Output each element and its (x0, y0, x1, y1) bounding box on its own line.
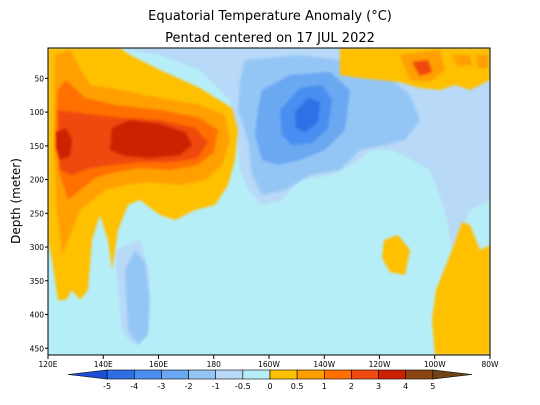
x-tick-label: 120W (369, 360, 391, 369)
warm-east-deep (432, 222, 490, 355)
y-axis: 50 100 150 200 250 300 350 400 450 (30, 74, 48, 353)
colorbar-segment (67, 369, 108, 380)
colorbar-label: -1 (212, 382, 220, 391)
colorbar-segment (432, 369, 473, 380)
x-tick-label: 160E (149, 360, 168, 369)
colorbar-segment (378, 369, 407, 380)
y-tick-label: 300 (30, 243, 45, 252)
colorbar-segment (296, 369, 325, 380)
warm-east-deep-2 (382, 235, 410, 275)
colorbar-segment (133, 369, 162, 380)
chart-title: Equatorial Temperature Anomaly (°C) (148, 9, 392, 24)
y-tick-label: 250 (30, 209, 45, 218)
colorbar-segment (323, 369, 352, 380)
colorbar-label: 4 (403, 382, 408, 391)
cool-streak-west (125, 250, 150, 345)
colorbar-label: 0 (267, 382, 272, 391)
colorbar-label: -5 (103, 382, 111, 391)
colorbar-label: -0.5 (235, 382, 251, 391)
y-tick-label: 450 (30, 344, 45, 353)
y-tick-label: 200 (30, 176, 45, 185)
y-tick-label: 400 (30, 311, 45, 320)
colorbar-segment (269, 369, 298, 380)
warm-core-west (56, 128, 72, 160)
warm-east-surface-4 (452, 55, 472, 66)
colorbar-label: 5 (430, 382, 435, 391)
colorbar-label: 0.5 (291, 382, 304, 391)
colorbar-label: 1 (322, 382, 327, 391)
y-tick-label: 100 (30, 108, 45, 117)
y-tick-label: 350 (30, 277, 45, 286)
colorbar-segment (405, 369, 434, 380)
colorbar-segment (242, 369, 271, 380)
colorbar-label: 2 (349, 382, 354, 391)
y-tick-label: 50 (34, 74, 44, 83)
warm-core (110, 120, 192, 158)
colorbar-label: 3 (376, 382, 381, 391)
x-tick-label: 140W (313, 360, 335, 369)
colorbar-segment (106, 369, 135, 380)
x-tick-label: 80W (482, 360, 500, 369)
plot-area (48, 48, 490, 355)
warm-east-surface-3 (412, 60, 432, 76)
colorbar-segment (188, 369, 217, 380)
x-axis: 120E 140E 160E 180 160W 140W 120W 100W 80W (38, 355, 499, 369)
colorbar-segment (351, 369, 379, 380)
colorbar-label: -4 (130, 382, 138, 391)
colorbar: -5 -4 -3 -2 -1 -0.5 0 0.5 1 2 3 4 5 (67, 369, 473, 391)
x-tick-label: 140E (94, 360, 113, 369)
colorbar-label: -2 (185, 382, 193, 391)
warm-east-surface-5 (476, 55, 488, 68)
x-tick-label: 100W (424, 360, 446, 369)
x-tick-label: 160W (258, 360, 280, 369)
chart-subtitle: Pentad centered on 17 JUL 2022 (165, 31, 375, 46)
x-tick-label: 120E (38, 360, 57, 369)
cool-core-inner (295, 98, 320, 132)
colorbar-segment (215, 369, 244, 380)
x-tick-label: 180 (207, 360, 222, 369)
y-tick-label: 150 (30, 142, 45, 151)
colorbar-segment (161, 369, 189, 380)
colorbar-label: -3 (157, 382, 165, 391)
y-axis-label: Depth (meter) (9, 158, 23, 244)
